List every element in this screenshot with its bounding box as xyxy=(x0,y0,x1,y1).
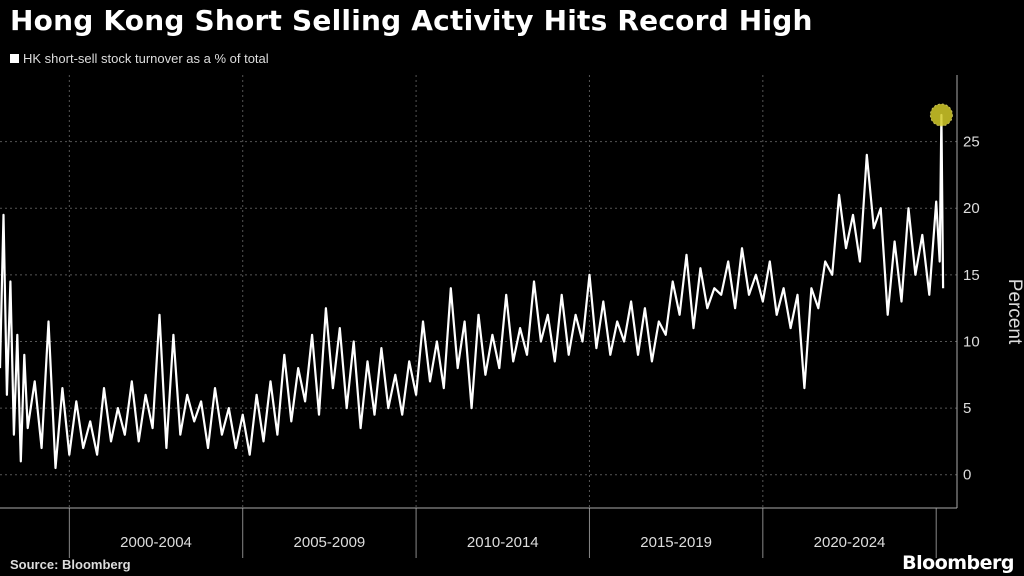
y-tick-label: 25 xyxy=(963,134,980,151)
y-tick-label: 0 xyxy=(963,467,971,484)
legend-swatch xyxy=(10,54,19,63)
series-line xyxy=(0,113,945,470)
x-tick-label: 2000-2004 xyxy=(120,534,192,551)
x-tick-label: 2020-2024 xyxy=(814,534,886,551)
y-axis-label: Percent xyxy=(1004,279,1024,345)
chart-title: Hong Kong Short Selling Activity Hits Re… xyxy=(10,4,813,37)
bloomberg-logo: Bloomberg xyxy=(902,552,1014,574)
y-tick-label: 15 xyxy=(963,267,980,284)
x-tick-label: 2005-2009 xyxy=(294,534,366,551)
legend: HK short-sell stock turnover as a % of t… xyxy=(10,51,269,66)
y-tick-label: 20 xyxy=(963,200,980,217)
record-high-marker xyxy=(929,103,953,127)
x-tick-label: 2010-2014 xyxy=(467,534,539,551)
y-tick-label: 5 xyxy=(963,400,971,417)
x-tick-label: 2015-2019 xyxy=(640,534,712,551)
y-tick-label: 10 xyxy=(963,333,980,350)
legend-label: HK short-sell stock turnover as a % of t… xyxy=(23,51,269,66)
source-note: Source: Bloomberg xyxy=(10,557,131,572)
